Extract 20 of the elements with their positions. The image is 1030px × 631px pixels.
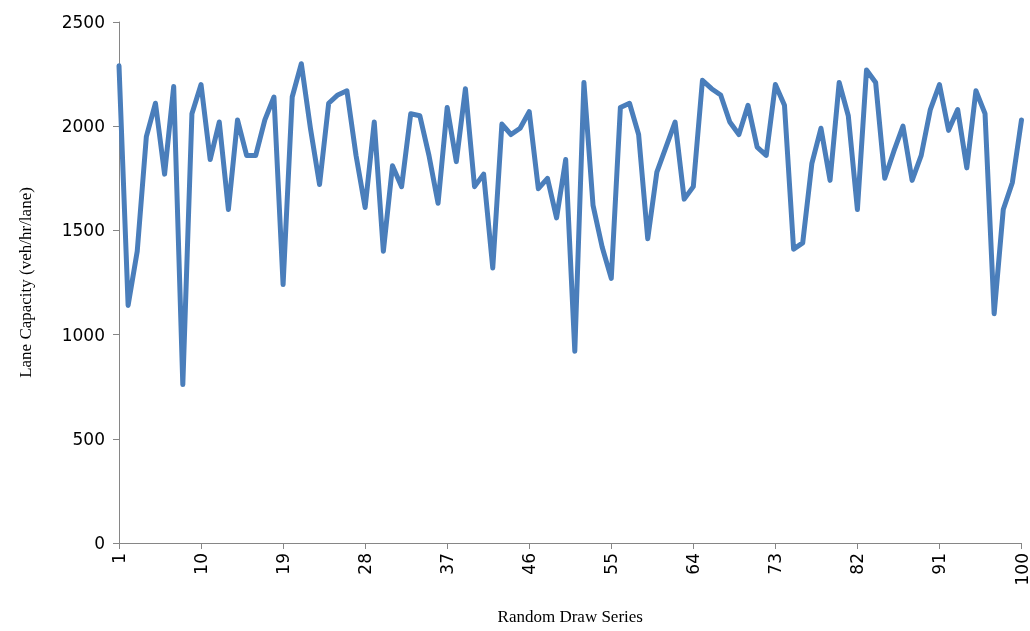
x-tick-label: 100: [1011, 553, 1030, 586]
x-tick-label: 64: [683, 553, 704, 575]
x-tick-label: 37: [437, 553, 458, 575]
x-tick-label: 19: [273, 553, 294, 575]
x-tick-label: 28: [355, 553, 376, 575]
y-tick-label: 1000: [61, 324, 105, 345]
x-tick-label: 73: [765, 553, 786, 575]
x-tick-label: 82: [847, 553, 868, 575]
x-tick-label: 46: [519, 553, 540, 575]
x-tick-label: 10: [191, 553, 212, 575]
x-tick-label: 91: [929, 553, 950, 575]
y-tick-label: 1500: [61, 220, 105, 241]
y-axis-title: Lane Capacity (veh/hr/lane): [16, 187, 35, 378]
y-tick-label: 2000: [61, 116, 105, 137]
y-tick-label: 500: [72, 428, 105, 449]
y-tick-label: 2500: [61, 12, 105, 32]
y-tick-label: 0: [94, 533, 105, 553]
x-tick-label: 55: [601, 553, 622, 575]
x-tick-label: 1: [109, 553, 129, 564]
x-axis-title: Random Draw Series: [497, 607, 643, 626]
